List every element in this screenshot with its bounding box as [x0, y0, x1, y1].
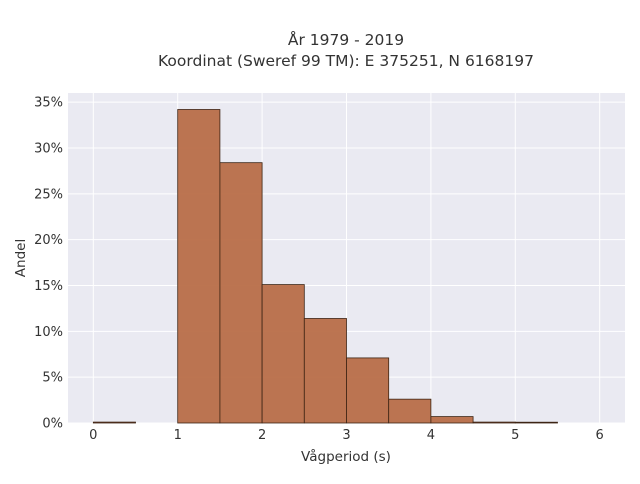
x-axis-ticks: 0 1 2 3 4 5 6: [89, 428, 604, 443]
y-axis-ticks: 0% 5% 10% 15% 20% 25% 30% 35%: [34, 96, 63, 432]
y-axis-label: Andel: [13, 239, 29, 277]
chart-subtitle: Koordinat (Sweref 99 TM): E 375251, N 61…: [158, 52, 534, 70]
histogram-bar-7: [388, 398, 432, 424]
y-tick-label-3: 15%: [34, 279, 63, 294]
histogram-bar-9: [472, 421, 516, 424]
histogram-bar-0: [92, 421, 136, 424]
y-tick-label-5: 25%: [34, 187, 63, 202]
x-tick-label-1: 1: [174, 428, 182, 443]
histogram-bar-2: [177, 109, 221, 424]
histogram-bar-4: [261, 284, 305, 424]
histogram-bars: [92, 109, 558, 424]
x-axis-label: Vågperiod (s): [301, 448, 391, 465]
y-tick-label-1: 5%: [42, 371, 63, 386]
x-tick-label-0: 0: [89, 428, 97, 443]
histogram-bar-10: [514, 421, 558, 424]
x-tick-label-5: 5: [511, 428, 519, 443]
histogram-bar-6: [346, 357, 390, 424]
x-tick-label-6: 6: [596, 428, 604, 443]
y-tick-label-7: 35%: [34, 96, 63, 111]
histogram-bar-5: [303, 318, 347, 424]
x-tick-label-3: 3: [342, 428, 350, 443]
x-tick-label-2: 2: [258, 428, 266, 443]
y-tick-label-0: 0%: [42, 417, 63, 432]
y-tick-label-4: 20%: [34, 233, 63, 248]
y-tick-label-6: 30%: [34, 142, 63, 157]
histogram-bar-8: [430, 416, 474, 424]
x-tick-label-4: 4: [427, 428, 435, 443]
histogram-bar-3: [219, 162, 263, 424]
chart-title: År 1979 - 2019: [288, 30, 404, 49]
y-tick-label-2: 10%: [34, 325, 63, 340]
